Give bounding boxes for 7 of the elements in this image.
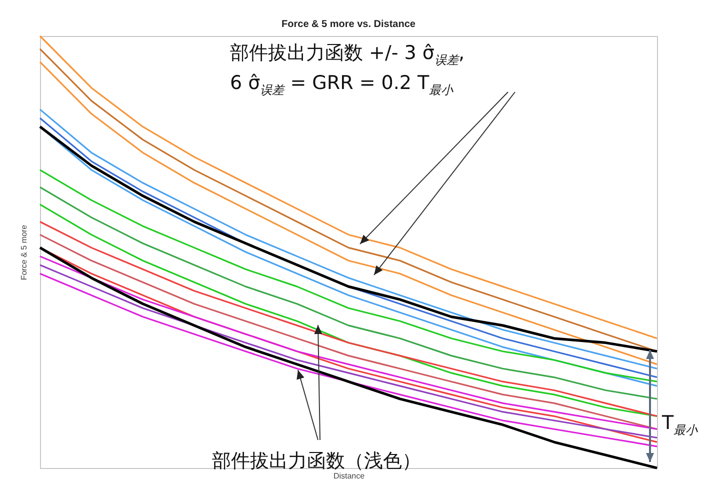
x-axis-title: Distance <box>333 472 366 480</box>
annotation: 6 σ̂$_{误差}$ = GRR = 0.2 T$_{最小}$ <box>230 72 454 99</box>
y-axis-title: Force & 5 more <box>20 224 28 280</box>
chart-title: Force & 5 more vs. Distance <box>282 19 416 30</box>
annotation: 部件拔出力函数（浅色） <box>212 449 421 472</box>
text: T$_{最小}$ <box>662 412 698 439</box>
annotation: 部件拔出力函数 +/- 3 σ̂$_{误差}$, <box>230 41 464 69</box>
